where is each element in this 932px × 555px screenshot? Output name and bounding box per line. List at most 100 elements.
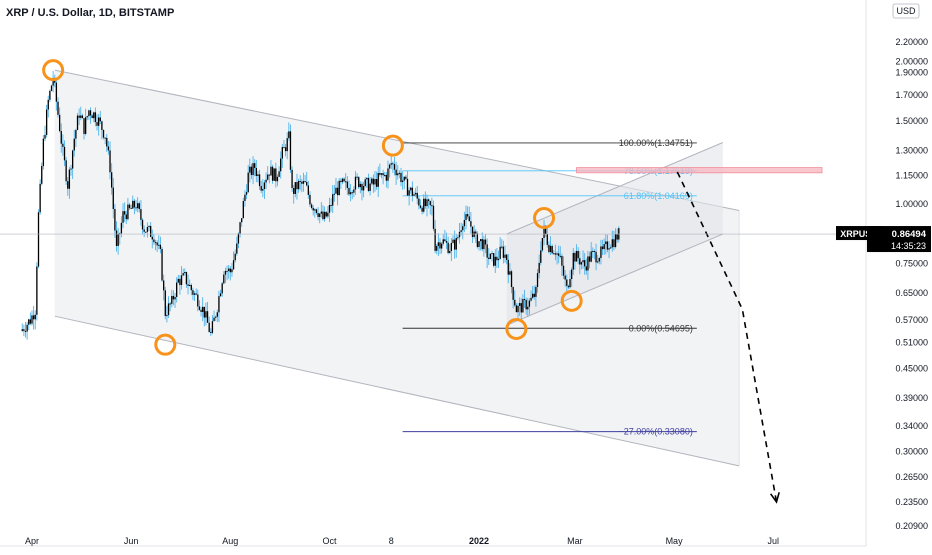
candle-body [101,121,103,130]
candle-body [380,173,383,175]
y-tick-label: 1.00000 [895,199,928,209]
candle-body [582,260,584,263]
y-tick-label: 0.34000 [895,421,928,431]
candle-body [127,204,129,220]
y-tick-label: 2.00000 [895,57,928,67]
candle-body [423,198,425,212]
candle-body [263,182,266,190]
candle-body [102,129,105,138]
candle-body [403,176,405,181]
candle-body [310,204,313,208]
candle-body [548,244,550,253]
candle-body [107,146,110,151]
candle-body [312,207,314,211]
candle-body [335,187,337,194]
candle-body [325,211,327,217]
candle-body [457,237,459,239]
pivot-circle [154,333,177,356]
candle-body [192,290,194,295]
candle-body [111,172,113,188]
candle-body [466,214,469,217]
projection-arrow [676,171,780,504]
candle-body [150,226,152,237]
candle-body [306,181,308,186]
candle-body [156,242,158,246]
candle-body [273,168,275,181]
candle-body [97,117,100,126]
candle-body [567,285,570,288]
candle-body [184,272,186,274]
candle-body [525,299,527,310]
candle-body [73,138,75,151]
candle-body [241,218,243,223]
candle-body [32,315,35,320]
candle-body [319,213,321,217]
pivot-circles [42,59,583,356]
resistance-zone [576,167,823,174]
candle-body [283,147,285,149]
candle-body [84,117,87,134]
candle-body [561,255,563,266]
candle-body [24,330,27,332]
candle-body [453,239,456,250]
candle-body [133,200,136,208]
candle-body [603,244,605,250]
candle-body [532,293,534,298]
candle-body [60,131,62,144]
y-tick-label: 0.75000 [895,258,928,268]
candle-body [57,101,59,115]
candle-body [172,295,175,300]
candle-body [29,319,32,324]
candle-body [109,150,111,173]
candle-body [211,321,214,333]
candle-body [45,109,48,135]
candle-body [153,239,155,243]
candle-body [530,297,532,301]
candle-body [440,243,443,249]
candle-body [182,273,184,276]
candle-body [447,242,449,253]
candle-body [180,275,183,285]
candle-body [132,200,134,209]
fib-label: 100.00%(1.34751) [619,138,693,148]
candle-body [418,198,420,206]
candle-body [424,198,427,207]
candle-body [242,201,244,219]
candle-body [593,250,596,252]
y-tick-label: 1.90000 [895,67,928,77]
candle-body [541,238,544,251]
candle-body [223,274,225,284]
candle-body [37,212,40,267]
candle-body [44,134,46,139]
candle-body [210,331,212,333]
price-tag-bg [867,226,931,253]
candle-body [76,115,79,131]
candle-body [219,293,222,297]
candle-body [353,189,355,193]
candle-body [584,260,586,267]
candle-body [601,246,604,250]
candle-body [533,293,535,297]
y-tick-label: 0.23500 [895,497,928,507]
channel-lower-line [54,315,740,467]
candle-body [572,252,574,270]
y-tick-label: 1.15000 [895,170,928,180]
candle-body [588,256,591,262]
y-tick-label: 0.30000 [895,447,928,457]
candle-body [265,179,267,183]
candle-body [549,245,552,253]
candle-body [89,110,92,116]
candle-body [426,199,428,207]
candle-body [163,280,165,291]
candle-body [408,190,410,196]
y-tick-label: 0.65000 [895,288,928,298]
candle-body [345,181,347,183]
candle-body [124,211,126,215]
candle-body [237,233,240,244]
candle-body [478,241,480,247]
candle-body [78,115,80,118]
candle-body [75,130,77,139]
candle-body [297,180,300,190]
candle-body [228,268,230,271]
